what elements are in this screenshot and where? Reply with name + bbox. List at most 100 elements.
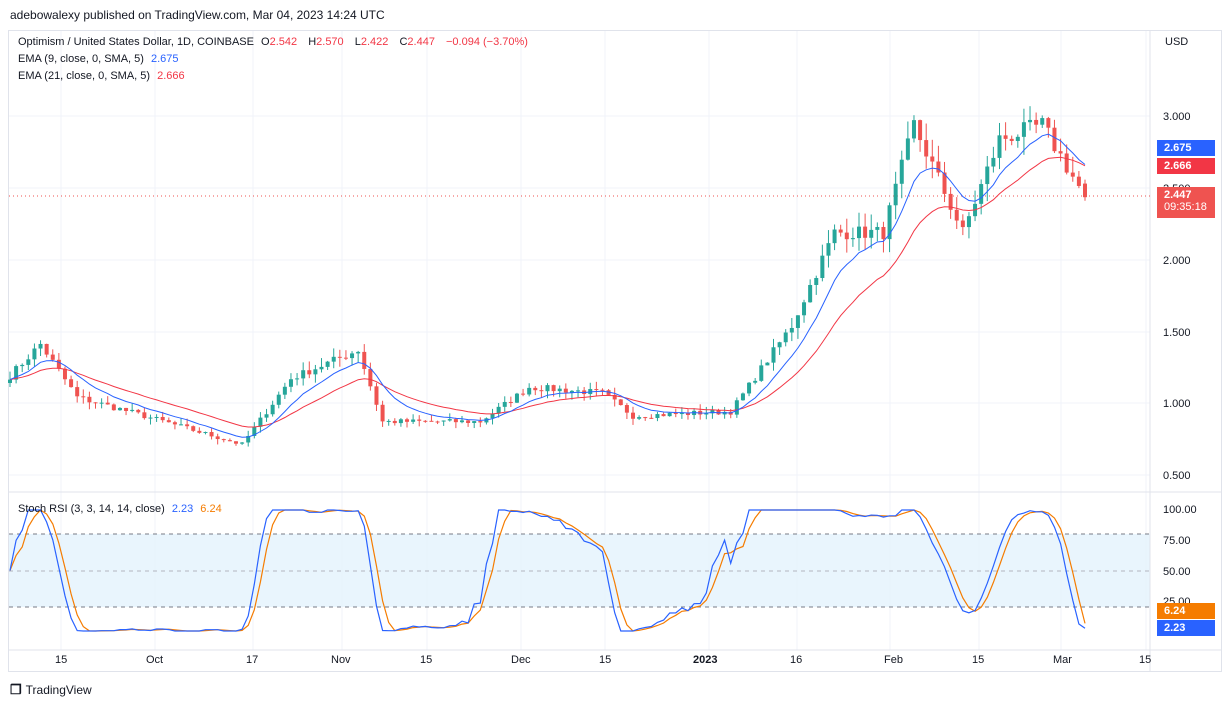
candle-body[interactable]: [820, 255, 825, 278]
candle-body[interactable]: [130, 409, 135, 411]
candle-body[interactable]: [1064, 153, 1069, 173]
candle-body[interactable]: [1034, 119, 1039, 125]
candle-body[interactable]: [985, 166, 990, 185]
candle-body[interactable]: [93, 402, 98, 404]
chart-frame[interactable]: [8, 30, 1222, 672]
candle-body[interactable]: [191, 426, 196, 431]
candle-body[interactable]: [606, 390, 611, 395]
candle-body[interactable]: [447, 419, 452, 421]
candle-body[interactable]: [624, 405, 629, 413]
stoch-k-line[interactable]: [9, 509, 1086, 632]
candle-body[interactable]: [643, 417, 648, 419]
candle-body[interactable]: [740, 393, 745, 401]
candle-body[interactable]: [209, 432, 214, 437]
candle-body[interactable]: [1076, 176, 1081, 186]
candle-body[interactable]: [240, 442, 245, 444]
candle-body[interactable]: [56, 359, 61, 369]
candle-body[interactable]: [117, 407, 122, 411]
ema9-label[interactable]: EMA (9, close, 0, SMA, 5): [18, 53, 144, 65]
candle-body[interactable]: [26, 359, 31, 365]
candle-body[interactable]: [869, 229, 874, 238]
candle-body[interactable]: [826, 243, 831, 256]
candle-body[interactable]: [533, 387, 538, 391]
candle-body[interactable]: [667, 412, 672, 417]
candle-body[interactable]: [411, 419, 416, 422]
candle-body[interactable]: [295, 378, 300, 380]
candle-body[interactable]: [502, 401, 507, 407]
candle-body[interactable]: [734, 400, 739, 415]
candle-body[interactable]: [185, 424, 190, 427]
candle-body[interactable]: [44, 343, 49, 355]
candle-body[interactable]: [386, 420, 391, 422]
candle-body[interactable]: [918, 120, 923, 141]
candle-body[interactable]: [227, 440, 232, 442]
candle-body[interactable]: [966, 216, 971, 228]
candle-body[interactable]: [508, 401, 513, 403]
candle-body[interactable]: [661, 414, 666, 417]
candle-body[interactable]: [392, 420, 397, 424]
candle-body[interactable]: [991, 157, 996, 167]
candle-body[interactable]: [233, 441, 238, 444]
candle-body[interactable]: [38, 343, 43, 349]
candle-body[interactable]: [716, 409, 721, 415]
candle-body[interactable]: [288, 379, 293, 387]
candle-body[interactable]: [264, 414, 269, 418]
candle-body[interactable]: [942, 172, 947, 194]
candles[interactable]: [8, 106, 1087, 447]
candle-body[interactable]: [649, 417, 654, 419]
candle-body[interactable]: [374, 386, 379, 405]
candle-body[interactable]: [405, 419, 410, 422]
candle-body[interactable]: [136, 409, 141, 413]
candle-body[interactable]: [459, 420, 464, 423]
candle-body[interactable]: [1009, 138, 1014, 141]
candle-body[interactable]: [313, 369, 318, 375]
candle-body[interactable]: [197, 430, 202, 433]
candle-body[interactable]: [343, 357, 348, 359]
candle-body[interactable]: [423, 420, 428, 422]
candle-body[interactable]: [521, 393, 526, 395]
candle-body[interactable]: [1058, 151, 1063, 154]
candle-body[interactable]: [435, 421, 440, 423]
candle-body[interactable]: [276, 394, 281, 405]
candle-body[interactable]: [704, 413, 709, 415]
candle-body[interactable]: [997, 135, 1002, 158]
candle-body[interactable]: [69, 379, 74, 388]
candle-body[interactable]: [472, 421, 477, 423]
candle-body[interactable]: [814, 277, 819, 285]
candle-body[interactable]: [759, 365, 764, 381]
candle-body[interactable]: [111, 404, 116, 411]
candle-body[interactable]: [270, 404, 275, 415]
candle-body[interactable]: [911, 120, 916, 139]
candle-body[interactable]: [563, 388, 568, 393]
candle-body[interactable]: [936, 161, 941, 173]
candle-body[interactable]: [325, 361, 330, 367]
candle-body[interactable]: [679, 412, 684, 415]
symbol-title[interactable]: Optimism / United States Dollar, 1D, COI…: [18, 36, 254, 48]
candle-body[interactable]: [417, 419, 422, 421]
candle-body[interactable]: [789, 327, 794, 333]
candle-body[interactable]: [490, 413, 495, 419]
candle-body[interactable]: [844, 232, 849, 240]
candle-body[interactable]: [246, 435, 251, 443]
ema9-legend[interactable]: EMA (9, close, 0, SMA, 5) 2.675: [18, 53, 183, 65]
brand-name[interactable]: TradingView: [25, 683, 92, 697]
candle-body[interactable]: [765, 362, 770, 366]
candle-body[interactable]: [215, 436, 220, 440]
candle-body[interactable]: [221, 439, 226, 441]
candle-body[interactable]: [301, 370, 306, 379]
stoch-legend[interactable]: Stoch RSI (3, 3, 14, 14, close) 2.23 6.2…: [18, 503, 226, 515]
candle-body[interactable]: [875, 226, 880, 230]
candle-body[interactable]: [1040, 118, 1045, 125]
candle-body[interactable]: [795, 315, 800, 328]
candle-body[interactable]: [514, 393, 519, 403]
candle-body[interactable]: [551, 385, 556, 392]
candle-body[interactable]: [747, 382, 752, 394]
candle-body[interactable]: [924, 140, 929, 157]
candle-body[interactable]: [1015, 136, 1020, 141]
candle-body[interactable]: [545, 385, 550, 392]
candle-body[interactable]: [350, 353, 355, 359]
candle-body[interactable]: [154, 416, 159, 418]
candle-body[interactable]: [948, 193, 953, 210]
candle-body[interactable]: [441, 420, 446, 422]
